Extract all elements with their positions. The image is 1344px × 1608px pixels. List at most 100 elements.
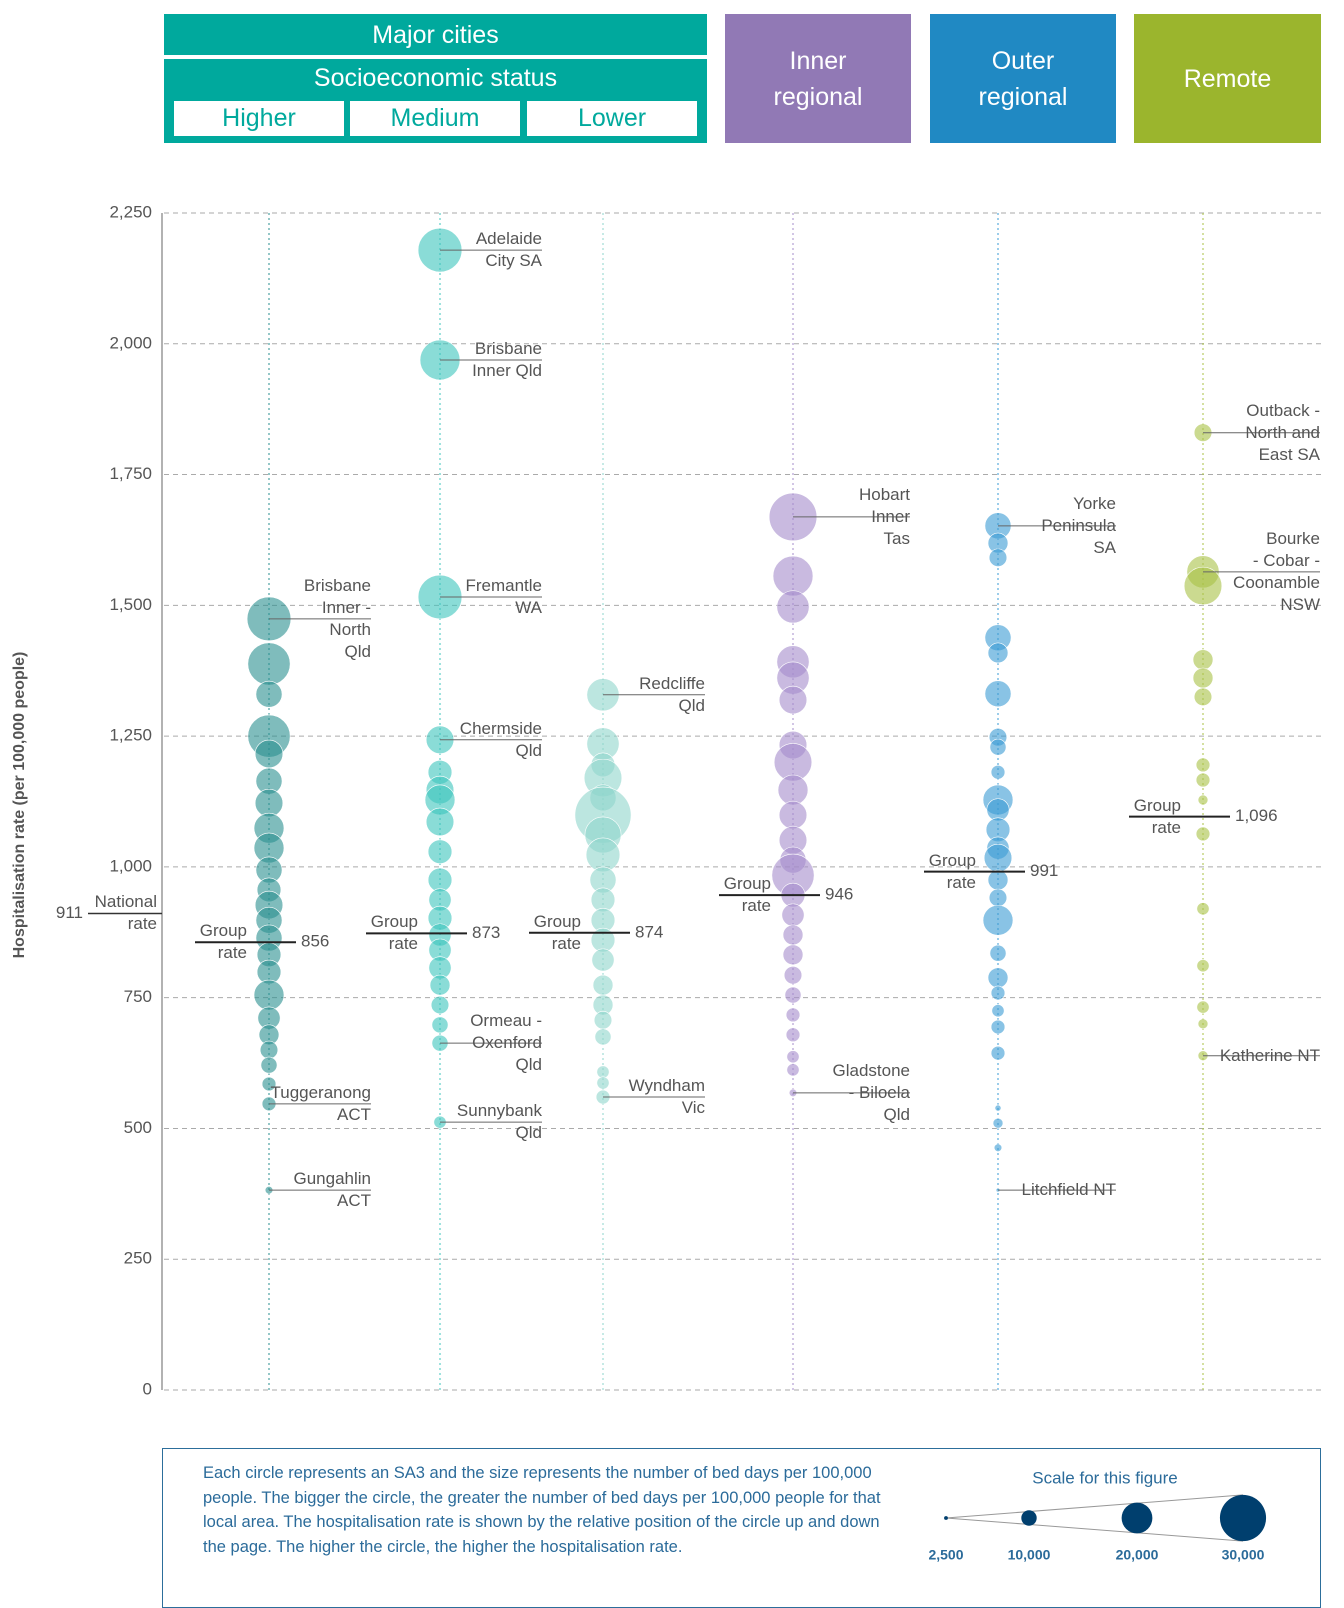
y-axis-label: Hospitalisation rate (per 100,000 people… (11, 652, 28, 959)
bubbles (246, 213, 1223, 1390)
point-label: Ormeau - Oxenford Qld (470, 1011, 542, 1075)
bubble (590, 927, 616, 953)
bubble (596, 1076, 610, 1090)
bubble (254, 739, 284, 769)
bubble (591, 948, 615, 972)
size-legend-circle (944, 1516, 948, 1520)
y-tick-label: 0 (143, 1379, 152, 1398)
size-legend-label: 20,000 (1116, 1547, 1159, 1563)
bubble (1193, 687, 1213, 707)
header-lower: Lower (527, 101, 697, 136)
point-label: Redcliffe Qld (639, 673, 705, 715)
bubble (1195, 826, 1211, 842)
bubble (784, 986, 802, 1004)
bubble (1197, 794, 1209, 806)
bubble (425, 807, 455, 837)
bubble (987, 869, 1009, 891)
group-rate-label: Group rate (370, 912, 418, 954)
size-legend-title: Scale for this figure (1032, 1468, 1178, 1487)
bubble (994, 1104, 1002, 1112)
point-label: Hobart Inner Tas (858, 484, 910, 548)
group-rate-value: 946 (825, 885, 853, 904)
bubble (427, 867, 453, 893)
bubble (261, 1076, 277, 1092)
point-label: Yorke Peninsula SA (1041, 493, 1116, 557)
y-tick-label: 1,250 (109, 726, 152, 745)
group-rate-value: 873 (472, 923, 500, 942)
bubble (988, 888, 1008, 907)
bubble (253, 979, 285, 1011)
bubble (1196, 959, 1210, 973)
header-remote: Remote (1134, 14, 1321, 143)
bubble (982, 904, 1014, 936)
bubble (993, 1143, 1003, 1152)
bubble (785, 1007, 801, 1023)
point-label: Outback - North and East SA (1245, 400, 1320, 464)
size-legend-label: 2,500 (928, 1547, 963, 1563)
group-rate-value: 991 (1030, 861, 1058, 880)
bubble (984, 680, 1012, 708)
point-label: Chermside Qld (459, 718, 542, 760)
bubble (989, 944, 1007, 962)
bubble (772, 555, 814, 597)
group-rate-label: Group rate (928, 850, 976, 892)
national-rate-value: 911 (56, 903, 83, 922)
bubble (778, 685, 808, 715)
group-rate-value: 874 (635, 922, 663, 941)
y-tick-label: 1,750 (109, 464, 152, 483)
bubble (1192, 649, 1214, 671)
point-label: Fremantle WA (465, 575, 542, 617)
bubble (260, 1056, 278, 1074)
bubble (783, 966, 803, 985)
bubble (782, 924, 804, 946)
bubble (1195, 772, 1211, 788)
group-rate-label: Group rate (533, 911, 581, 953)
bubble (1197, 1018, 1209, 1030)
y-tick-label: 750 (124, 987, 152, 1006)
group-rate-label: Group rate (199, 921, 247, 963)
bubble (1196, 1000, 1210, 1014)
bubble (990, 764, 1006, 780)
point-label: Gungahlin ACT (293, 1169, 371, 1211)
size-legend-circle (1121, 1502, 1153, 1534)
bubble (1195, 757, 1211, 773)
bubble (786, 1063, 800, 1077)
bubble (983, 843, 1013, 873)
group-rate-value: 1,096 (1235, 806, 1278, 825)
size-legend-cone (945, 1494, 1244, 1519)
header-group: Major cities (164, 14, 707, 55)
point-label: Sunnybank Qld (456, 1101, 542, 1143)
point-label: Brisbane Inner Qld (472, 338, 542, 380)
annotation-lines: 856 873 874 946 991 1,096 (195, 249, 1320, 1191)
point-label: Wyndham Vic (628, 1076, 705, 1118)
y-tick-label: 1,500 (109, 595, 152, 614)
bubble (989, 738, 1007, 756)
bubble (990, 1019, 1006, 1035)
header-medium: Medium (350, 101, 520, 136)
bubble (430, 995, 450, 1015)
bubble (786, 1050, 800, 1064)
size-legend-cone (945, 1517, 1244, 1542)
bubble (592, 974, 614, 996)
group-rate-value: 856 (301, 932, 329, 951)
bubble (1192, 667, 1214, 689)
bubble (991, 1004, 1005, 1018)
y-tick-label: 250 (124, 1249, 152, 1268)
point-label: Bourke - Cobar - Coonamble NSW (1233, 528, 1320, 614)
group-rate-label: Group rate (1133, 795, 1181, 837)
bubble (259, 1040, 279, 1060)
bubble (785, 1027, 801, 1043)
group-rate-label: Group rate (723, 874, 771, 916)
size-legend-label: 10,000 (1008, 1547, 1051, 1563)
point-label: Gladstone - Biloela Qld (832, 1060, 911, 1124)
bubble (987, 642, 1009, 664)
bubble (990, 985, 1006, 1001)
national-rate-label: National rate (94, 892, 157, 934)
size-legend-circle (1219, 1494, 1267, 1542)
y-tick-label: 2,000 (109, 333, 152, 352)
bubble (782, 944, 804, 966)
bubble (776, 590, 810, 624)
footer-note: Each circle represents an SA3 and the si… (203, 1464, 881, 1556)
bubble (1183, 566, 1223, 606)
